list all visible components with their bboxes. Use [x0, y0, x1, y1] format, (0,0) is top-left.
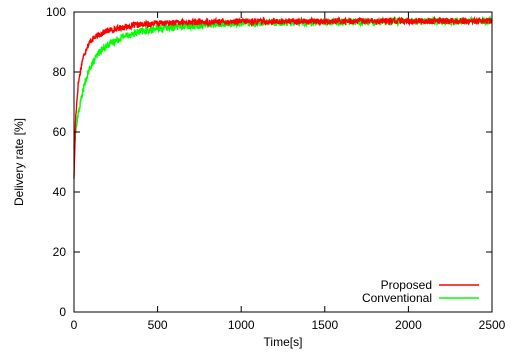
y-tick-label: 60	[53, 125, 67, 139]
y-axis-label: Delivery rate [%]	[12, 118, 26, 206]
x-tick-label: 0	[71, 318, 78, 332]
plot-frame	[73, 11, 493, 313]
series-layer	[73, 15, 493, 179]
y-tick-label: 80	[53, 65, 67, 79]
x-axis-label: Time[s]	[264, 335, 303, 349]
series-line-conventional	[73, 15, 493, 149]
ticks-layer: 0 500 1000 1500 2000 2500 0 20 40 60 80 100	[46, 5, 506, 332]
x-tick-label: 500	[148, 318, 168, 332]
legend-label-proposed: Proposed	[381, 278, 432, 292]
y-tick-label: 20	[53, 245, 67, 259]
y-tick-label: 40	[53, 185, 67, 199]
series-line-proposed	[73, 15, 493, 179]
x-tick-label: 1000	[228, 318, 255, 332]
x-tick-label: 2500	[479, 318, 506, 332]
y-tick-label: 100	[46, 5, 66, 19]
x-tick-label: 2000	[395, 318, 422, 332]
legend-label-conventional: Conventional	[362, 291, 432, 305]
y-tick-label: 0	[59, 305, 66, 319]
x-tick-label: 1500	[311, 318, 338, 332]
